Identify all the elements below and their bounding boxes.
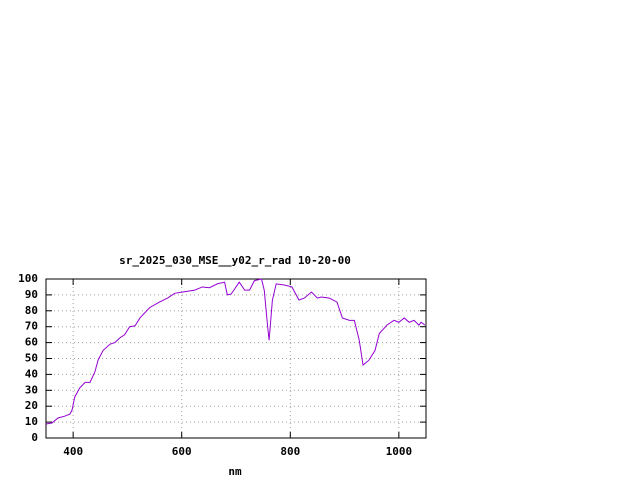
y-tick-label: 40 bbox=[25, 367, 38, 380]
y-tick-label: 0 bbox=[31, 431, 38, 444]
data-line bbox=[45, 278, 426, 425]
x-axis-label: nm bbox=[228, 465, 242, 478]
y-tick-label: 20 bbox=[25, 399, 38, 412]
x-tick-label: 400 bbox=[63, 445, 83, 458]
y-tick-label: 90 bbox=[25, 288, 38, 301]
y-tick-label: 70 bbox=[25, 320, 38, 333]
y-tick-label: 30 bbox=[25, 383, 38, 396]
y-tick-label: 80 bbox=[25, 304, 38, 317]
x-tick-label: 1000 bbox=[386, 445, 413, 458]
y-tick-label: 50 bbox=[25, 352, 38, 365]
y-tick-label: 60 bbox=[25, 336, 38, 349]
x-tick-label: 800 bbox=[280, 445, 300, 458]
chart-title: sr_2025_030_MSE__y02_r_rad 10-20-00 bbox=[119, 254, 351, 267]
y-tick-label: 100 bbox=[18, 272, 38, 285]
x-tick-label: 600 bbox=[172, 445, 192, 458]
y-tick-label: 10 bbox=[25, 415, 38, 428]
plot-frame bbox=[45, 278, 427, 439]
